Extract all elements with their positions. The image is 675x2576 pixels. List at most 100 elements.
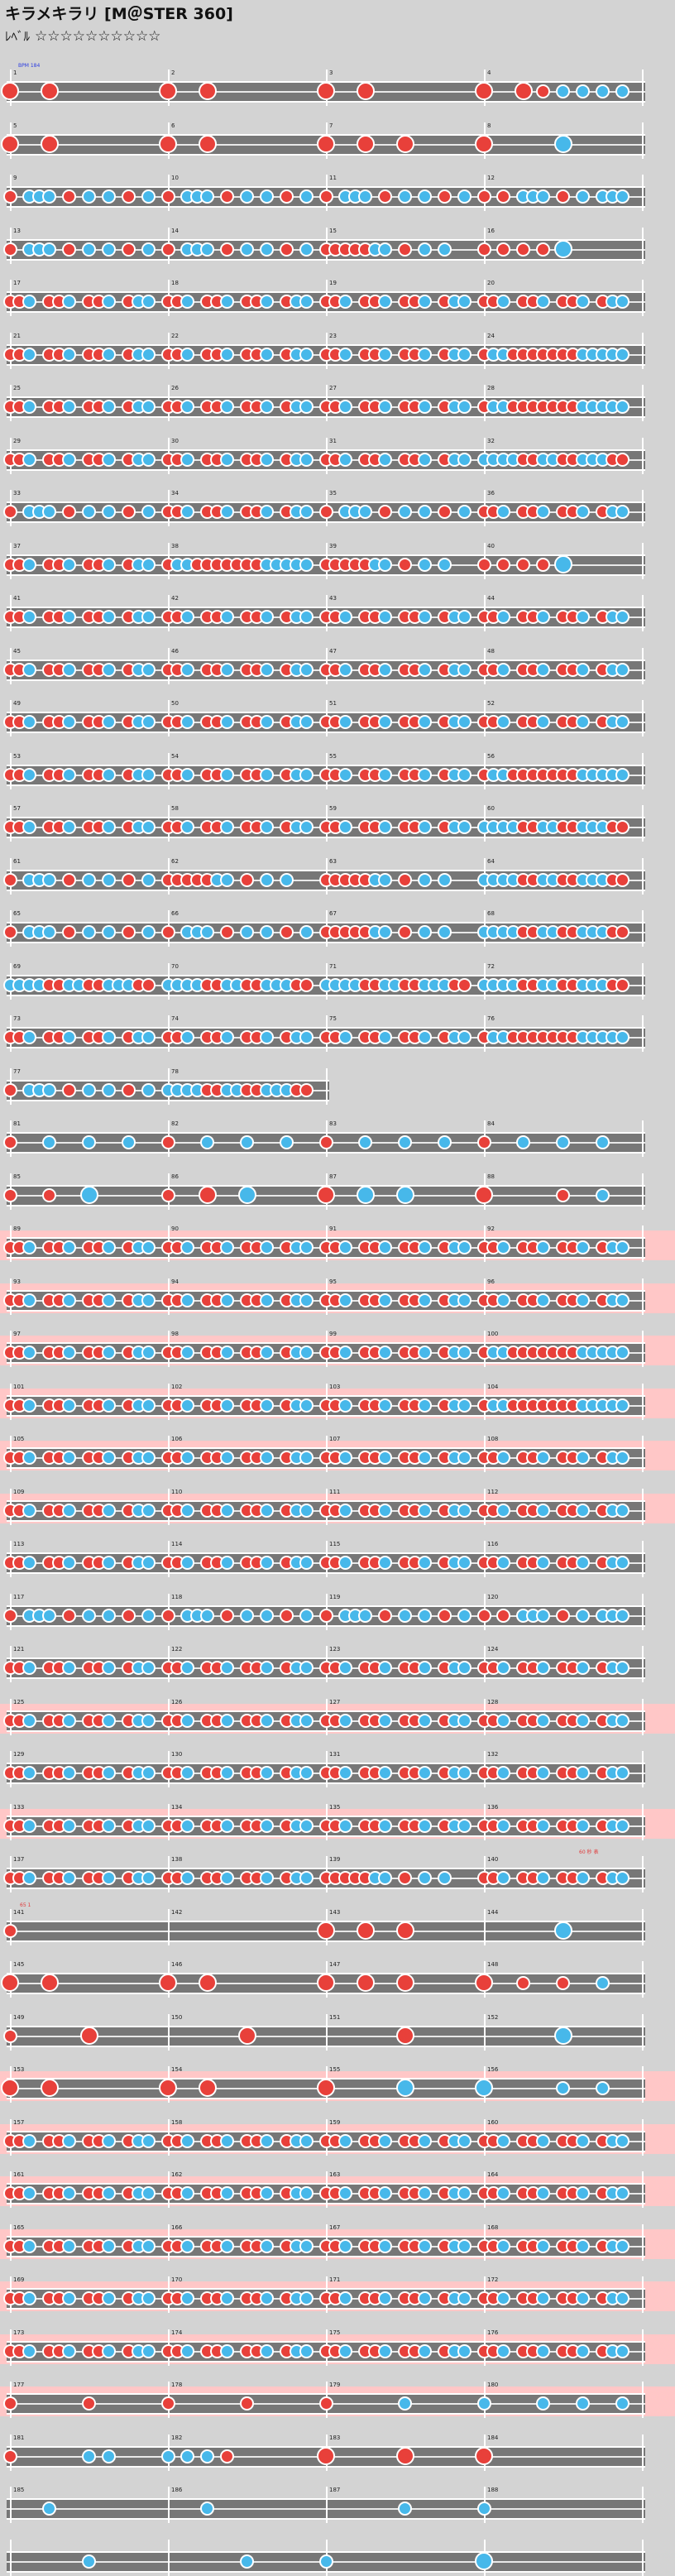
- blue-note: [42, 925, 57, 939]
- blue-note: [220, 295, 235, 309]
- blue-note: [42, 1608, 57, 1623]
- measure-number: 135: [329, 1803, 341, 1811]
- measure-number: 162: [171, 2171, 183, 2178]
- measure-number: 104: [487, 1383, 499, 1390]
- measure-number: 155: [329, 2066, 341, 2073]
- chart-row: 81 82 83 84: [0, 1104, 675, 1157]
- measure-number: 144: [487, 1908, 499, 1916]
- blue-note: [457, 189, 472, 204]
- blue-note: [22, 1293, 37, 1307]
- measure-number: 106: [171, 1436, 183, 1442]
- blue-note: [358, 1608, 373, 1623]
- blue-note: [615, 2238, 630, 2253]
- measure-line: [642, 542, 644, 579]
- blue-note: [220, 347, 235, 362]
- measure-number: 173: [13, 2329, 25, 2336]
- measure-number: 168: [487, 2223, 499, 2231]
- measure-number: 143: [329, 1908, 341, 1916]
- measure-number: 39: [329, 542, 337, 549]
- blue-note: [457, 1503, 472, 1518]
- measure-number: 154: [171, 2066, 183, 2073]
- blue-note: [338, 1398, 353, 1413]
- red-note: [317, 1974, 335, 1992]
- blue-note: [220, 1871, 235, 1885]
- blue-note: [417, 242, 432, 257]
- red-note: [2, 1135, 17, 1149]
- blue-note: [338, 1030, 353, 1044]
- measure-number: 74: [171, 1015, 179, 1022]
- measure-number: 148: [487, 1961, 499, 1968]
- measure-line: [642, 332, 644, 369]
- red-note: [514, 82, 533, 100]
- chart-row: 181 182 183 184: [0, 2418, 675, 2471]
- blue-note: [615, 662, 630, 677]
- blue-note: [615, 1818, 630, 1833]
- red-note: [40, 134, 59, 153]
- blue-note: [417, 1713, 432, 1728]
- blue-note: [259, 662, 274, 677]
- blue-note: [141, 1818, 156, 1833]
- measure-number: 177: [13, 2382, 25, 2388]
- red-note: [279, 242, 294, 257]
- blue-note: [299, 242, 314, 257]
- blue-note: [180, 1451, 195, 1465]
- blue-note: [141, 1451, 156, 1465]
- measure-number: 34: [171, 490, 179, 496]
- blue-note: [101, 1082, 116, 1097]
- red-note: [279, 925, 294, 939]
- blue-note: [417, 1661, 432, 1675]
- measure-number: 97: [13, 1331, 21, 1337]
- blue-note: [259, 2291, 274, 2305]
- blue-note: [240, 189, 254, 204]
- blue-note: [141, 820, 156, 834]
- blue-note: [575, 84, 590, 98]
- blue-note: [358, 1135, 373, 1149]
- blue-note: [299, 1398, 314, 1413]
- blue-note: [556, 2081, 570, 2095]
- blue-note: [457, 1030, 472, 1044]
- blue-note: [615, 1713, 630, 1728]
- measure-number: 27: [329, 385, 337, 391]
- blue-note: [22, 400, 37, 414]
- red-note: [121, 925, 136, 939]
- blue-note: [259, 1293, 274, 1307]
- blue-note: [101, 1451, 116, 1465]
- blue-note: [575, 1661, 590, 1675]
- blue-note: [101, 242, 116, 257]
- blue-note: [22, 2238, 37, 2253]
- measure-line: [642, 1961, 644, 1998]
- red-note: [299, 1082, 314, 1097]
- blue-note: [180, 347, 195, 362]
- blue-note: [437, 557, 452, 572]
- blue-note: [417, 1030, 432, 1044]
- blue-note: [615, 1030, 630, 1044]
- blue-note: [220, 1346, 235, 1360]
- blue-note: [575, 2238, 590, 2253]
- measure-number: 164: [487, 2171, 499, 2178]
- blue-note: [496, 2238, 511, 2253]
- red-note: [615, 452, 630, 467]
- red-note: [475, 134, 493, 153]
- blue-note: [220, 1766, 235, 1780]
- measure-line: [642, 700, 644, 736]
- measure-number: 152: [487, 2013, 499, 2021]
- blue-note: [62, 1240, 77, 1254]
- red-note: [160, 2396, 175, 2411]
- blue-note: [220, 2291, 235, 2305]
- blue-note: [299, 1608, 314, 1623]
- measure-number: 50: [171, 700, 179, 707]
- red-note: [437, 505, 452, 519]
- blue-note: [457, 662, 472, 677]
- blue-note: [496, 1556, 511, 1570]
- measure-number: 117: [13, 1593, 25, 1600]
- red-note: [2, 1082, 17, 1097]
- blue-note: [378, 2186, 393, 2200]
- blue-note: [62, 1451, 77, 1465]
- measure-line: [642, 2329, 644, 2366]
- blue-note: [417, 662, 432, 677]
- blue-note: [575, 1871, 590, 1885]
- blue-note: [200, 242, 215, 257]
- measure-number: 109: [13, 1488, 25, 1495]
- blue-note: [299, 2343, 314, 2358]
- blue-note: [417, 1293, 432, 1307]
